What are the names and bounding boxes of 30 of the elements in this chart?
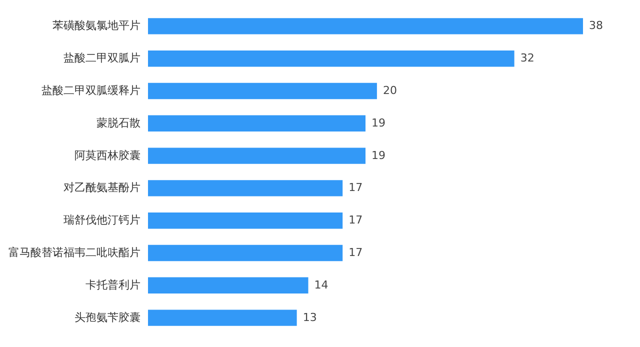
y-tick-label: 阿莫西林胶囊: [74, 148, 140, 162]
bar: [148, 277, 308, 294]
y-tick-label: 盐酸二甲双胍缓释片: [42, 84, 140, 97]
y-tick-label: 卡托普利片: [86, 278, 140, 292]
data-label: 19: [372, 148, 386, 162]
bar: [148, 50, 514, 67]
y-tick-label: 对乙酰氨基酚片: [64, 181, 140, 194]
bar: [148, 82, 377, 100]
data-label: 17: [348, 181, 363, 194]
bar: [148, 115, 366, 132]
y-tick-label: 苯磺酸氨氯地平片: [52, 19, 140, 32]
data-label: 17: [348, 214, 363, 227]
bar: [148, 18, 583, 34]
y-tick-label: 富马酸替诺福韦二吡呋酯片: [8, 246, 140, 259]
y-tick-label: 头孢氨苄胶囊: [74, 310, 140, 324]
data-label: 38: [589, 19, 603, 32]
data-label: 13: [302, 310, 317, 324]
y-tick-label: 蒙脱石散: [96, 116, 140, 130]
bar: [148, 180, 343, 196]
bar: [148, 310, 297, 326]
data-label: 17: [348, 246, 363, 259]
data-label: 20: [382, 84, 397, 97]
data-label: 19: [372, 116, 386, 130]
bar: [148, 212, 343, 229]
y-tick-label: 瑞舒伐他汀钙片: [64, 214, 140, 227]
y-tick-label: 盐酸二甲双胍片: [64, 52, 140, 65]
data-label: 32: [520, 52, 534, 65]
bar: [148, 244, 343, 262]
bar: [148, 148, 366, 164]
data-label: 14: [314, 278, 328, 292]
